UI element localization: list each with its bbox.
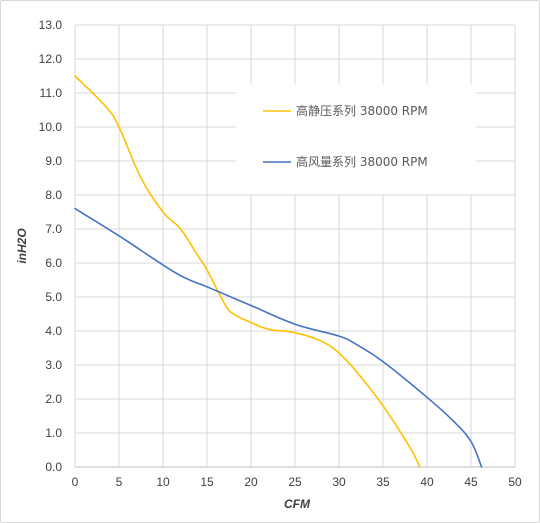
x-tick-label: 10 xyxy=(156,475,170,489)
legend: 高静压系列 38000 RPM 高风量系列 38000 RPM xyxy=(236,84,476,194)
legend-label-1: 高静压系列 38000 RPM xyxy=(296,103,428,118)
y-tick-label: 1.0 xyxy=(45,426,62,440)
y-tick-label: 4.0 xyxy=(45,324,62,338)
x-tick-label: 0 xyxy=(72,475,79,489)
y-tick-label: 6.0 xyxy=(45,256,62,270)
x-tick-label: 5 xyxy=(116,475,123,489)
y-tick-label: 2.0 xyxy=(45,392,62,406)
y-tick-label: 3.0 xyxy=(45,358,62,372)
x-tick-label: 40 xyxy=(420,475,434,489)
y-tick-label: 5.0 xyxy=(45,290,62,304)
x-axis-title: CFM xyxy=(284,497,311,511)
y-tick-label: 12.0 xyxy=(39,52,63,66)
y-tick-label: 11.0 xyxy=(40,86,63,100)
series-layer xyxy=(74,75,483,468)
y-tick-label: 10.0 xyxy=(39,120,63,134)
y-tick-label: 9.0 xyxy=(45,154,62,168)
x-tick-label: 25 xyxy=(288,475,302,489)
x-tick-label: 35 xyxy=(376,475,390,489)
y-tick-label: 13.0 xyxy=(39,18,63,32)
y-tick-label: 0.0 xyxy=(45,460,62,474)
x-tick-label: 30 xyxy=(332,475,346,489)
x-tick-label: 50 xyxy=(508,475,522,489)
axes: 0 5 10 15 20 25 30 35 40 45 50 0.0 1.0 2.0 3.0 4.0 5.0 6.… xyxy=(39,18,522,489)
legend-box xyxy=(236,84,476,194)
series-line-2 xyxy=(74,207,483,468)
series-line-1 xyxy=(74,75,421,468)
x-tick-label: 15 xyxy=(200,475,214,489)
legend-label-2: 高风量系列 38000 RPM xyxy=(296,154,428,169)
x-tick-label: 45 xyxy=(464,475,478,489)
y-tick-label: 7.0 xyxy=(45,222,62,236)
y-tick-label: 8.0 xyxy=(45,188,62,202)
y-axis-title: inH2O xyxy=(15,228,29,264)
x-tick-label: 20 xyxy=(244,475,258,489)
